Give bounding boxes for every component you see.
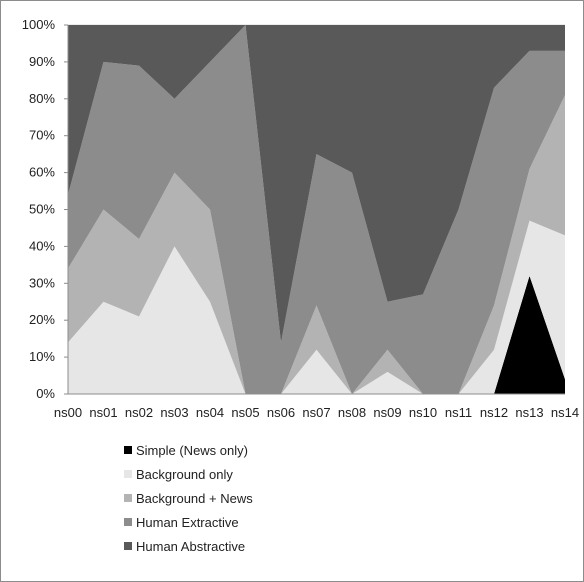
legend-label: Background only — [136, 466, 233, 482]
x-tick-label: ns00 — [54, 405, 82, 420]
legend-item: Human Abstractive — [124, 534, 253, 558]
x-tick-label: ns14 — [551, 405, 579, 420]
y-tick-label: 50% — [29, 202, 55, 217]
legend-item: Background + News — [124, 486, 253, 510]
area-series-2 — [68, 95, 565, 395]
y-tick-label: 10% — [29, 349, 55, 364]
legend-item: Background only — [124, 462, 253, 486]
legend-label: Human Extractive — [136, 514, 239, 530]
x-tick-label: ns06 — [267, 405, 295, 420]
tick-labels: 0% 10% 20% 30% 40% 50% 60% 70% 80% 90% 100% ns00 ns0… — [22, 17, 579, 420]
x-tick-label: ns13 — [515, 405, 543, 420]
area-series-1 — [68, 220, 565, 394]
y-tick-label: 90% — [29, 54, 55, 69]
legend-item: Human Extractive — [124, 510, 253, 534]
data-areas — [68, 25, 565, 395]
x-tick-label: ns08 — [338, 405, 366, 420]
y-tick-label: 0% — [36, 386, 55, 401]
stacked-area-chart: 0% 10% 20% 30% 40% 50% 60% 70% 80% 90% 100% ns00 ns0… — [22, 17, 579, 420]
x-tick-label: ns11 — [445, 405, 472, 420]
y-tick-label: 20% — [29, 312, 55, 327]
legend-label: Human Abstractive — [136, 538, 246, 554]
area-series-3 — [68, 25, 565, 394]
area-series-0 — [68, 275, 565, 394]
x-tick-label: ns12 — [480, 405, 508, 420]
legend-swatch — [124, 518, 132, 526]
x-tick-label: ns02 — [125, 405, 153, 420]
legend-label: Background + News — [136, 490, 253, 506]
legend-swatch — [124, 446, 132, 454]
y-tick-label: 60% — [29, 165, 55, 180]
legend: Simple (News only) Background only Backgro… — [124, 438, 253, 558]
axes — [64, 24, 565, 395]
x-tick-label: ns04 — [196, 405, 224, 420]
y-tick-label: 40% — [29, 238, 55, 253]
x-tick-label: ns05 — [231, 405, 259, 420]
y-tick-label: 80% — [29, 91, 55, 106]
legend-swatch — [124, 470, 132, 478]
x-tick-label: ns01 — [89, 405, 117, 420]
legend-item: Simple (News only) — [124, 438, 253, 462]
x-tick-label: ns07 — [302, 405, 330, 420]
legend-label: Simple (News only) — [136, 442, 248, 458]
x-tick-label: ns10 — [409, 405, 437, 420]
y-tick-label: 100% — [22, 17, 56, 32]
x-tick-label: ns09 — [373, 405, 401, 420]
legend-swatch — [124, 494, 132, 502]
y-tick-label: 30% — [29, 275, 55, 290]
y-tick-label: 70% — [29, 128, 55, 143]
legend-swatch — [124, 542, 132, 550]
x-tick-label: ns03 — [160, 405, 188, 420]
area-series-4 — [68, 25, 565, 343]
